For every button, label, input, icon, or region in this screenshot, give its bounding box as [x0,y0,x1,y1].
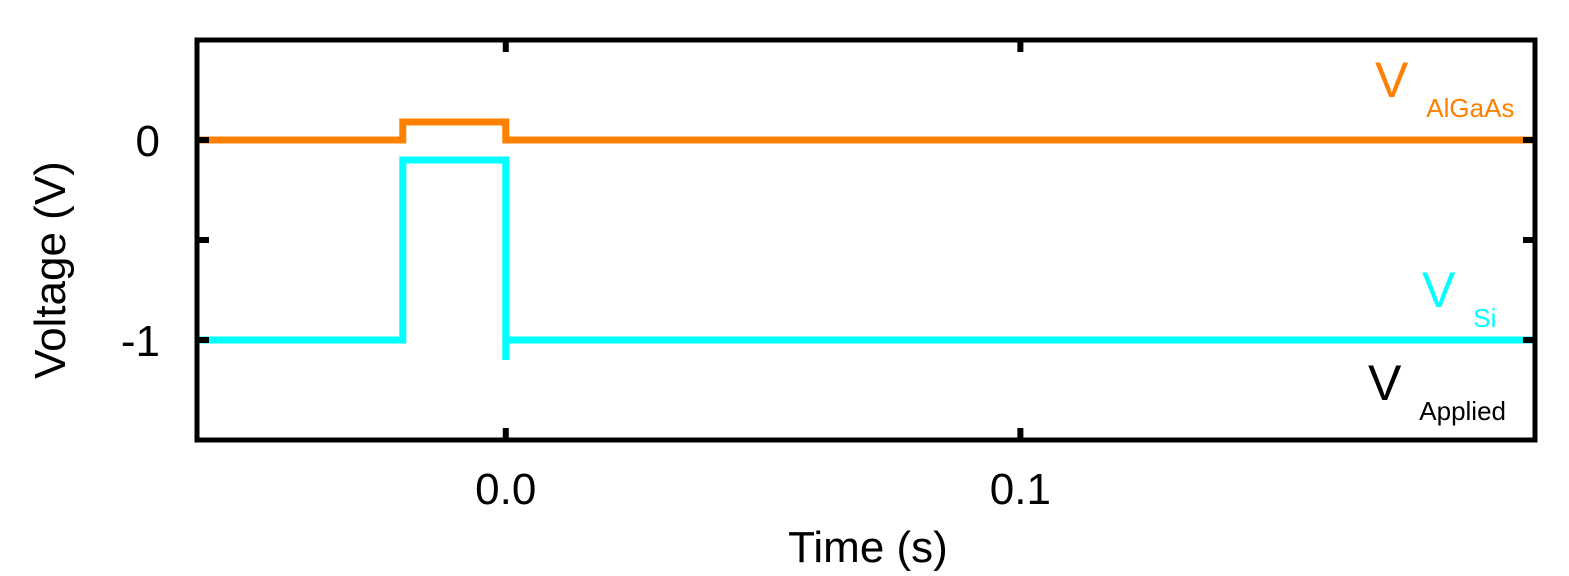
x-axis-title: Time (s) [788,523,948,572]
series-line-si [197,156,1535,360]
series-label-si-sub: Si [1473,303,1496,333]
series-label-applied-main: V [1368,355,1402,411]
y-tick-label-0: 0 [136,117,160,166]
series-label-algaas-sub: AlGaAs [1426,93,1514,123]
x-tick-label-0: 0.0 [475,465,536,514]
series-label-applied-sub: Applied [1419,396,1506,426]
tick-layer: 0.0 0.1 0 -1 [121,40,1535,514]
series-label-algaas: V AlGaAs [1375,52,1514,123]
series-label-applied: V Applied [1368,355,1506,426]
series-line-algaas [197,118,1535,144]
series-label-algaas-main: V [1375,52,1409,108]
series-label-si: V Si [1422,262,1496,333]
x-tick-label-1: 0.1 [990,465,1051,514]
y-tick-label-1: -1 [121,317,160,366]
plot-frame [194,37,1538,443]
y-axis-title: Voltage (V) [26,161,75,379]
series-layer [197,118,1535,360]
series-label-si-main: V [1422,262,1456,318]
